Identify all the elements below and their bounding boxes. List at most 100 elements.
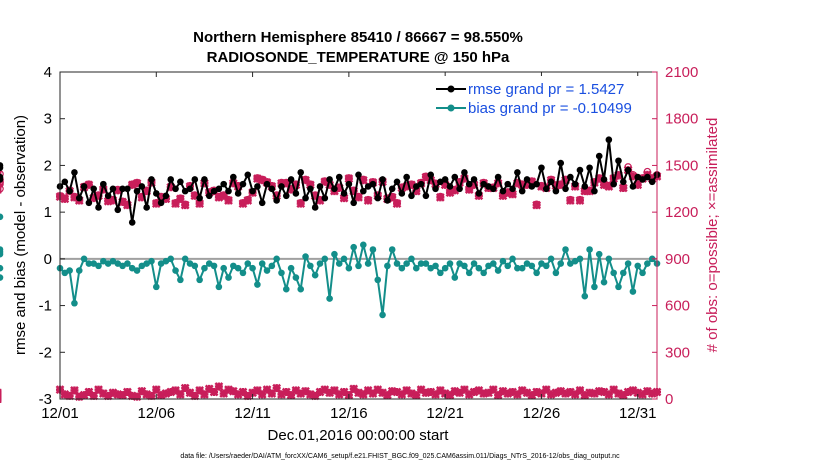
- bias-point: [562, 246, 569, 253]
- rmse-point: [273, 197, 280, 204]
- bias-point: [384, 262, 391, 270]
- rmse-point: [615, 157, 622, 165]
- rmse-point: [254, 183, 261, 190]
- obs-assimilated-marker: [575, 196, 585, 205]
- x-tick-label: 12/21: [426, 405, 464, 422]
- y-tick-label: 1: [44, 204, 52, 221]
- right-y-tick-label: 2100: [665, 64, 698, 81]
- y-tick-label: 0: [44, 251, 52, 268]
- rmse-point: [408, 192, 415, 200]
- bias-point: [591, 283, 598, 291]
- obs-assimilated-marker: [435, 192, 445, 202]
- bias-point: [475, 264, 483, 272]
- bias-point: [470, 260, 478, 267]
- bias-point: [311, 271, 319, 279]
- rmse-point: [461, 169, 468, 176]
- rmse-point: [114, 206, 122, 214]
- rmse-point: [451, 173, 459, 181]
- data-file-footnote: data file: /Users/raeder/DAI/ATM_forcXX/…: [180, 453, 620, 460]
- y-tick-label: 2: [44, 157, 52, 174]
- y-tick-label: -3: [39, 391, 52, 408]
- bias-point: [71, 299, 78, 307]
- obs-assimilated-marker: [224, 196, 233, 205]
- bias-point: [634, 262, 642, 270]
- bias-point: [148, 257, 155, 265]
- rmse-point: [215, 185, 223, 193]
- bias-point: [557, 260, 565, 267]
- legend-bias-label: bias grand pr = -0.10499: [468, 100, 632, 117]
- bias-point: [239, 269, 247, 277]
- rmse-point: [133, 187, 141, 195]
- bias-point: [75, 267, 83, 274]
- rmse-point: [297, 169, 305, 176]
- right-y-axis-label: # of obs: o=possible; ×=assimilated: [704, 118, 721, 353]
- obs-assimilated-marker: [354, 192, 363, 202]
- rmse-point: [441, 176, 449, 183]
- right-y-tick-label: 600: [665, 298, 690, 315]
- rmse-series: [0, 136, 661, 226]
- rmse-point: [148, 176, 155, 183]
- obs-assimilated-marker: [175, 194, 185, 204]
- obs-assimilated-marker: [594, 386, 604, 396]
- legend-bias-marker: [447, 104, 455, 112]
- rmse-point: [509, 185, 516, 193]
- rmse-point: [355, 171, 362, 179]
- rmse-point: [326, 176, 333, 183]
- bias-point: [263, 267, 271, 274]
- legend-rmse-label: rmse grand pr = 1.5427: [468, 81, 624, 98]
- rmse-point: [581, 183, 589, 190]
- rmse-point: [374, 194, 382, 202]
- bias-point: [518, 264, 526, 272]
- obs-assimilated-marker: [411, 186, 421, 196]
- rmse-point: [422, 192, 430, 200]
- rmse-point: [239, 180, 247, 188]
- obs-assimilated-marker: [508, 189, 517, 199]
- rmse-point: [629, 183, 637, 190]
- rmse-point: [384, 197, 391, 204]
- obs-assimilated-marker: [363, 196, 373, 205]
- obs-assimilated-marker: [60, 194, 70, 204]
- rmse-point: [230, 173, 237, 181]
- rmse-point: [600, 176, 608, 183]
- rmse-point: [446, 183, 454, 190]
- obs-assimilated-marker: [532, 200, 542, 210]
- rmse-point: [225, 187, 232, 195]
- right-y-tick-label: 1800: [665, 111, 698, 128]
- rmse-point: [157, 199, 165, 207]
- rmse-point: [644, 173, 651, 181]
- rmse-point: [104, 192, 112, 200]
- bias-point: [595, 250, 603, 258]
- bias-point: [196, 276, 203, 284]
- rmse-point: [624, 166, 632, 174]
- bias-point: [282, 285, 290, 293]
- obs-assimilated-marker: [180, 200, 190, 210]
- rmse-point: [75, 194, 83, 202]
- bias-point: [321, 255, 329, 263]
- rmse-point: [143, 204, 150, 211]
- rmse-point: [172, 185, 179, 193]
- rmse-point: [90, 185, 98, 193]
- rmse-point: [263, 180, 271, 188]
- bias-point: [499, 257, 507, 265]
- rmse-point: [80, 183, 88, 190]
- rmse-point: [490, 185, 497, 193]
- legend-box: [430, 76, 652, 120]
- bias-point: [379, 311, 386, 319]
- bias-point: [514, 264, 521, 272]
- rmse-point: [571, 180, 579, 188]
- bias-point: [0, 264, 4, 272]
- obs-assimilated-marker: [363, 386, 373, 395]
- x-tick-label: 12/16: [330, 405, 368, 422]
- rmse-point: [109, 185, 117, 193]
- bias-point: [215, 283, 223, 291]
- rmse-point: [100, 180, 107, 188]
- rmse-point: [340, 190, 348, 197]
- x-axis-ticks: 12/01 12/06 12/11 12/16 12/21 12/26 12/31: [41, 72, 657, 422]
- bias-point: [201, 264, 208, 272]
- bias-point: [417, 260, 425, 267]
- rmse-point: [85, 199, 93, 207]
- rmse-point: [244, 171, 252, 179]
- bias-point: [0, 274, 4, 281]
- rmse-point: [196, 194, 203, 202]
- legend: rmse grand pr = 1.5427 bias grand pr = -…: [430, 76, 652, 120]
